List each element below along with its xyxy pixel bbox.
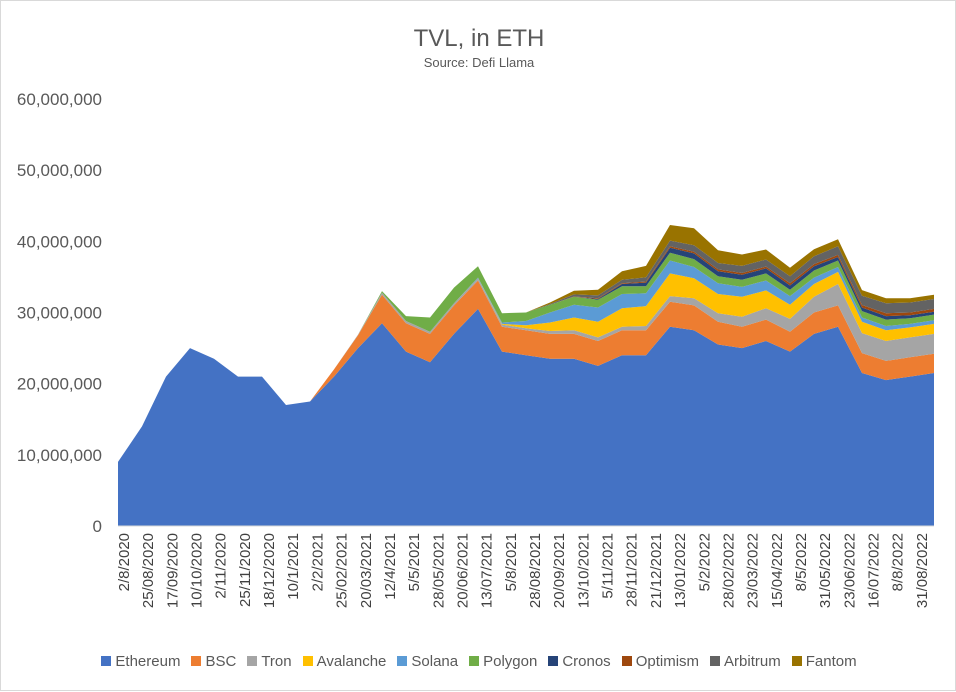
legend-swatch	[710, 656, 721, 666]
legend-swatch	[621, 656, 632, 666]
x-axis: 2/8/2020 25/08/2020 17/09/2020 10/10/2020 2/…	[116, 525, 934, 608]
x-tick-label: 21/12/2021	[648, 533, 665, 608]
legend-label: Optimism	[635, 652, 700, 670]
x-tick-label: 28/05/2021	[430, 533, 447, 608]
legend-item-fantom: Fantom	[791, 652, 857, 670]
x-tick-label: 25/11/2020	[237, 533, 254, 607]
x-tick-label: 5/8/2021	[503, 533, 520, 591]
legend-swatch	[397, 656, 408, 666]
legend-label: Ethereum	[115, 652, 181, 670]
area-ethereum	[118, 308, 934, 526]
y-tick-label: 40,000,000	[17, 232, 102, 251]
legend-label: Solana	[411, 652, 459, 670]
x-tick-label: 10/1/2021	[285, 533, 302, 600]
x-tick-label: 28/02/2022	[720, 533, 737, 608]
x-tick-label: 28/08/2021	[527, 533, 544, 608]
legend-item-optimism: Optimism	[621, 652, 700, 670]
x-tick-label: 23/03/2022	[745, 533, 762, 608]
stacked-areas	[118, 225, 934, 526]
legend-swatch	[247, 656, 258, 666]
x-tick-label: 16/07/2022	[866, 533, 883, 608]
x-tick-label: 18/12/2020	[261, 533, 278, 608]
legend-label: Cronos	[562, 652, 611, 670]
legend-label: Arbitrum	[724, 652, 781, 670]
x-tick-label: 5/5/2021	[406, 533, 423, 591]
x-tick-label: 28/11/2021	[624, 533, 641, 607]
chart-title: TVL, in ETH	[414, 25, 545, 52]
legend-swatch	[791, 656, 802, 666]
y-tick-label: 0	[93, 517, 102, 536]
legend-swatch	[548, 656, 559, 666]
x-tick-label: 5/2/2022	[696, 533, 713, 591]
area-bsc	[118, 280, 934, 462]
area-tron	[118, 278, 934, 462]
y-tick-label: 30,000,000	[17, 304, 102, 323]
legend-label: Tron	[261, 652, 292, 670]
x-tick-label: 20/06/2021	[455, 533, 472, 608]
legend-item-bsc: BSC	[191, 653, 236, 670]
x-tick-label: 17/09/2020	[164, 533, 181, 608]
legend: Ethereum BSC Tron Avalanche Solana Polygon Cro…	[1, 650, 956, 672]
legend-item-tron: Tron	[247, 652, 292, 670]
legend-item-polygon: Polygon	[469, 653, 537, 670]
x-tick-label: 25/08/2020	[140, 533, 157, 608]
legend-label: Polygon	[483, 652, 538, 670]
y-axis: 0 10,000,000 20,000,000 30,000,000 40,000,00…	[17, 90, 102, 536]
x-tick-label: 12/4/2021	[382, 533, 399, 600]
x-tick-label: 13/10/2021	[575, 533, 592, 608]
x-tick-label: 20/09/2021	[551, 533, 568, 608]
legend-swatch	[302, 656, 313, 666]
legend-label: BSC	[205, 652, 237, 670]
legend-item-solana: Solana	[397, 653, 458, 670]
legend-item-ethereum: Ethereum	[101, 653, 180, 670]
legend-label: Fantom	[805, 652, 857, 670]
y-tick-label: 50,000,000	[17, 161, 102, 180]
x-tick-label: 2/11/2020	[213, 533, 230, 599]
legend-swatch	[101, 656, 112, 666]
legend-label: Avalanche	[316, 652, 387, 670]
x-tick-label: 5/11/2021	[600, 533, 617, 599]
x-tick-label: 31/08/2022	[914, 533, 931, 608]
chart-subtitle: Source: Defi Llama	[424, 55, 535, 70]
x-tick-label: 23/06/2022	[841, 533, 858, 608]
legend-item-cronos: Cronos	[548, 652, 611, 670]
x-tick-label: 8/5/2022	[793, 533, 810, 591]
legend-item-avalanche: Avalanche	[302, 652, 387, 670]
x-tick-label: 25/02/2021	[334, 533, 351, 608]
x-tick-label: 2/2/2021	[309, 533, 326, 591]
x-tick-label: 10/10/2020	[189, 533, 206, 608]
x-tick-label: 15/04/2022	[769, 533, 786, 608]
y-tick-label: 20,000,000	[17, 375, 102, 394]
x-tick-label: 13/01/2022	[672, 533, 689, 608]
x-tick-label: 20/03/2021	[358, 533, 375, 608]
x-tick-label: 2/8/2020	[116, 533, 133, 591]
legend-swatch	[191, 656, 202, 666]
legend-item-arbitrum: Arbitrum	[710, 653, 781, 670]
x-tick-label: 31/05/2022	[817, 533, 834, 608]
y-tick-label: 60,000,000	[17, 90, 102, 109]
legend-swatch	[469, 656, 480, 666]
x-tick-label: 13/07/2021	[479, 533, 496, 608]
x-tick-label: 8/8/2022	[890, 533, 907, 591]
y-tick-label: 10,000,000	[17, 446, 102, 465]
